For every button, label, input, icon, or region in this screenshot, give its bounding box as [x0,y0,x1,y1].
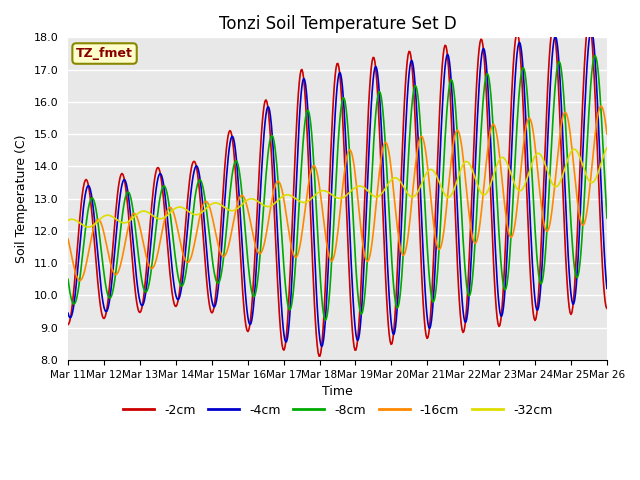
Text: TZ_fmet: TZ_fmet [76,47,133,60]
X-axis label: Time: Time [322,385,353,398]
Legend: -2cm, -4cm, -8cm, -16cm, -32cm: -2cm, -4cm, -8cm, -16cm, -32cm [118,398,557,421]
Title: Tonzi Soil Temperature Set D: Tonzi Soil Temperature Set D [219,15,456,33]
Y-axis label: Soil Temperature (C): Soil Temperature (C) [15,134,28,263]
